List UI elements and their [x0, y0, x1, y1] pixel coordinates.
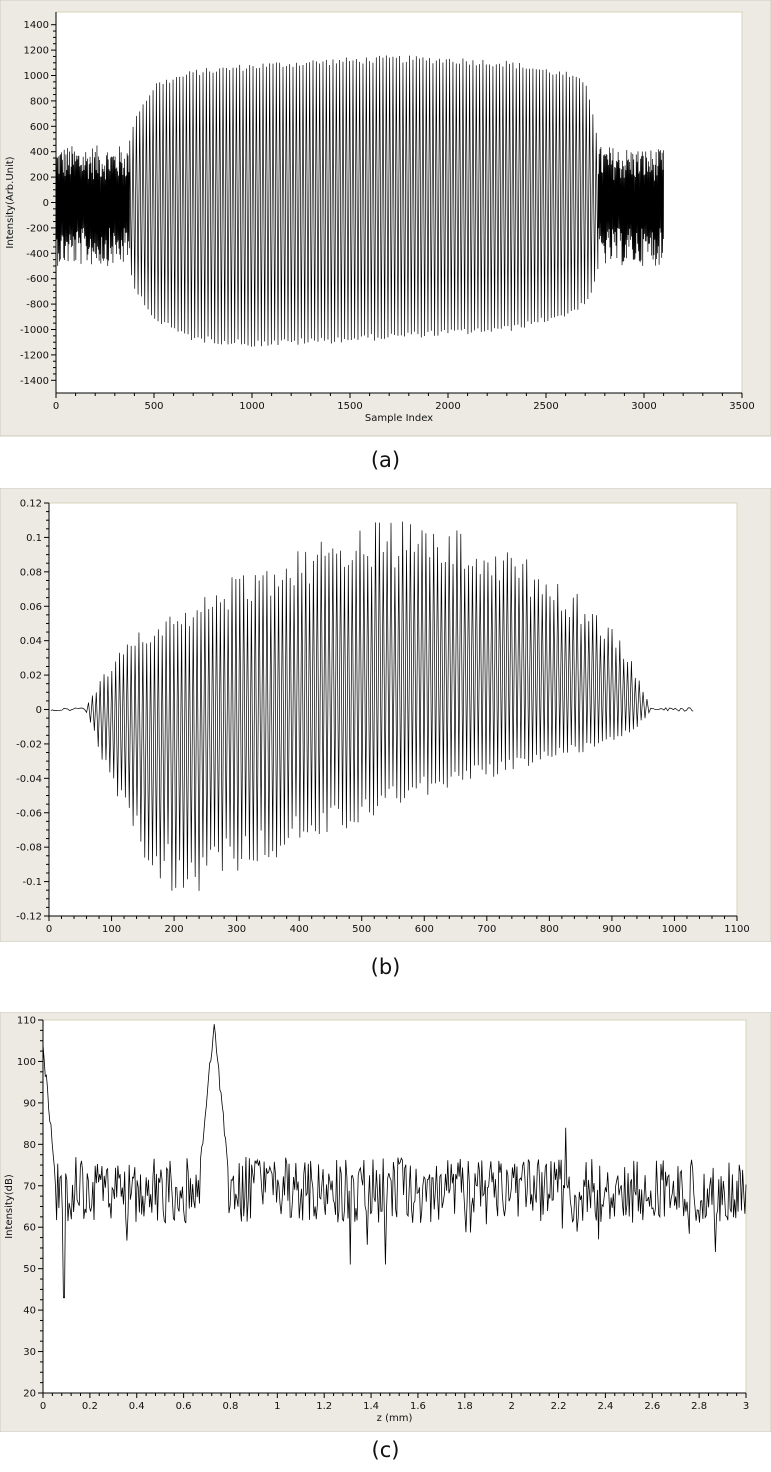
x-tick-label: 3 — [743, 1401, 749, 1412]
x-tick-label: 100 — [102, 924, 121, 935]
x-tick-label: 2 — [508, 1401, 514, 1412]
y-tick-label: 40 — [23, 1306, 36, 1317]
x-axis-label: Sample Index — [365, 413, 433, 424]
x-tick-label: 1000 — [662, 924, 687, 935]
y-tick-label: 30 — [23, 1347, 36, 1358]
x-tick-label: 400 — [290, 924, 309, 935]
y-tick-label: -400 — [26, 249, 49, 260]
y-tick-label: -800 — [26, 300, 49, 311]
y-tick-label: 0.08 — [20, 567, 42, 578]
x-tick-label: 3500 — [729, 401, 754, 412]
x-tick-label: 900 — [602, 924, 621, 935]
x-tick-label: 0 — [40, 1401, 46, 1412]
y-tick-label: 0.1 — [26, 533, 42, 544]
y-tick-label: 200 — [30, 173, 49, 184]
series-line — [42, 1024, 747, 1299]
y-tick-label: -0.08 — [16, 843, 42, 854]
chart-b: 0 100 200 300 400 500 600 700 800 900 1000 1100 -0.1… — [0, 488, 771, 942]
y-tick-label: -0.04 — [16, 774, 42, 785]
series-line — [56, 55, 664, 347]
x-tick-label: 2.2 — [551, 1401, 567, 1412]
x-axis-label: z (mm) — [377, 1413, 413, 1424]
chart-a: 0 500 1000 1500 2000 2500 3000 3500 -1400 -1200 -1… — [0, 0, 771, 440]
x-tick-label: 500 — [144, 401, 163, 412]
y-tick-label: 90 — [23, 1098, 36, 1109]
y-tick-label: 70 — [23, 1181, 36, 1192]
y-tick-label: -0.06 — [16, 808, 42, 819]
y-tick-label: -0.1 — [22, 877, 42, 888]
x-tick-label: 1.8 — [457, 1401, 473, 1412]
x-tick-label: 600 — [415, 924, 434, 935]
x-tick-label: 2.6 — [644, 1401, 660, 1412]
y-tick-label: 60 — [23, 1223, 36, 1234]
x-tick-label: 2.4 — [597, 1401, 613, 1412]
y-tick-label: 50 — [23, 1264, 36, 1275]
y-tick-label: 0 — [43, 198, 49, 209]
x-tick-label: 1000 — [239, 401, 264, 412]
x-tick-label: 1.6 — [410, 1401, 426, 1412]
y-axis-label: Intensity(dB) — [4, 1174, 15, 1239]
y-tick-label: 400 — [30, 147, 49, 158]
x-tick-label: 2000 — [435, 401, 460, 412]
y-tick-label: -0.12 — [16, 912, 42, 923]
caption-b: (b) — [370, 955, 401, 979]
x-tick-label: 300 — [227, 924, 246, 935]
caption-c: (c) — [371, 1438, 400, 1462]
y-tick-label: 600 — [30, 122, 49, 133]
caption-a: (a) — [370, 448, 401, 472]
y-tick-label: 0 — [36, 705, 42, 716]
x-tick-label: 1.2 — [316, 1401, 332, 1412]
y-tick-label: 0.06 — [20, 602, 42, 613]
y-tick-label: -1400 — [20, 376, 49, 387]
y-tick-label: -200 — [26, 223, 49, 234]
y-tick-label: 0.02 — [20, 671, 42, 682]
series-line — [50, 521, 694, 891]
x-tick-label: 0.6 — [176, 1401, 192, 1412]
x-tick-label: 800 — [540, 924, 559, 935]
chart-a-svg: 0 500 1000 1500 2000 2500 3000 3500-1400-1200-1… — [0, 0, 771, 437]
x-tick-label: 700 — [477, 924, 496, 935]
y-tick-label: 80 — [23, 1140, 36, 1151]
y-tick-label: 0.04 — [20, 636, 42, 647]
x-tick-label: 1500 — [337, 401, 362, 412]
chart-c: 0 0.2 0.4 0.6 0.8 1 1.2 1.4 1.6 1.8 2 2.2 2.4 2.6 2.8 3… — [0, 1012, 771, 1432]
y-tick-label: 1400 — [24, 20, 49, 31]
x-tick-label: 2500 — [533, 401, 558, 412]
y-tick-label: 1000 — [24, 71, 49, 82]
y-tick-label: -600 — [26, 274, 49, 285]
chart-c-svg: 0 0.2 0.4 0.6 0.8 1 1.2 1.4 1.6 1.8 2 2.2 2.4 2.6 2.8 3… — [0, 1012, 771, 1432]
x-tick-label: 1 — [274, 1401, 280, 1412]
x-tick-label: 0.4 — [129, 1401, 145, 1412]
y-tick-label: -1200 — [20, 350, 49, 361]
x-tick-label: 500 — [352, 924, 371, 935]
y-tick-label: 110 — [17, 1016, 36, 1027]
x-tick-label: 0.2 — [82, 1401, 98, 1412]
y-tick-label: 100 — [17, 1057, 36, 1068]
x-tick-label: 0 — [53, 401, 59, 412]
chart-b-svg: 0 100 200 300 400 500 600 700 800 900 1000 1100 -0.1… — [0, 488, 771, 942]
x-tick-label: 0 — [46, 924, 52, 935]
x-tick-label: 2.8 — [691, 1401, 707, 1412]
y-tick-label: -0.02 — [16, 739, 42, 750]
y-axis-label: Intensity(Arb.Unit) — [5, 156, 16, 248]
x-tick-label: 3000 — [631, 401, 656, 412]
x-tick-label: 0.8 — [223, 1401, 239, 1412]
y-tick-label: 1200 — [24, 46, 49, 57]
y-tick-label: 0.12 — [20, 499, 42, 510]
y-tick-label: 20 — [23, 1389, 36, 1400]
x-tick-label: 1100 — [724, 924, 749, 935]
x-tick-label: 1.4 — [363, 1401, 379, 1412]
x-tick-label: 200 — [165, 924, 184, 935]
y-tick-label: 800 — [30, 96, 49, 107]
y-tick-label: -1000 — [20, 325, 49, 336]
